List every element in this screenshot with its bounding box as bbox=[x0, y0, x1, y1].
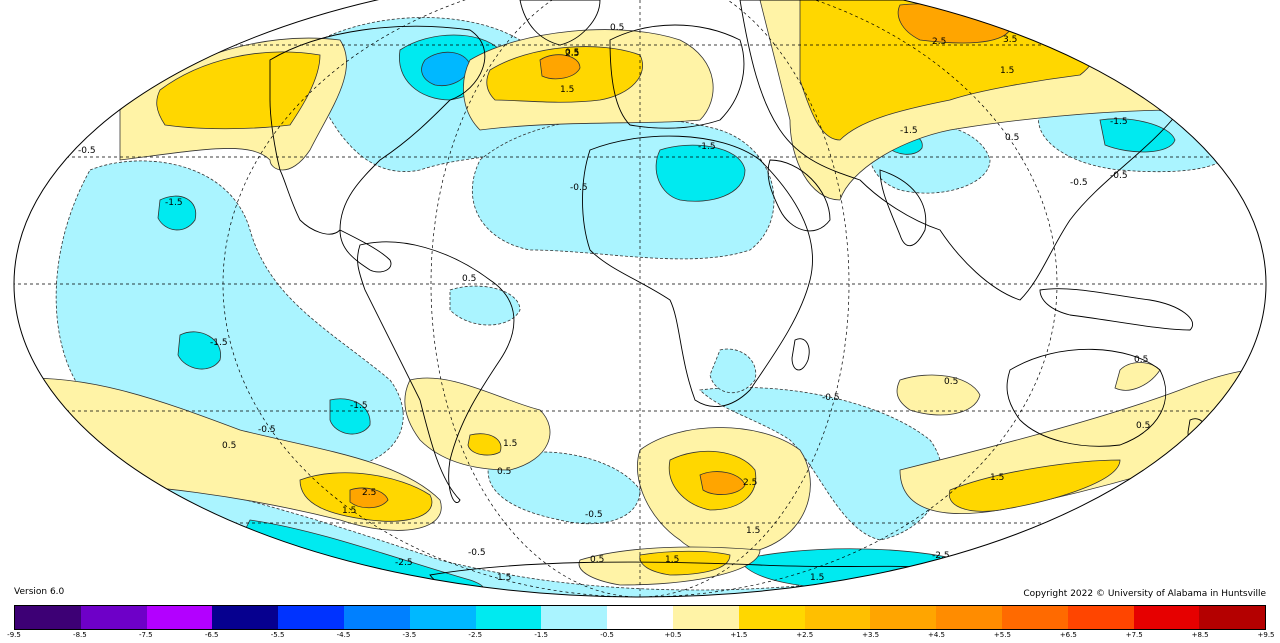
color-scale-tick-label: +1.5 bbox=[730, 631, 748, 639]
color-scale-cell bbox=[80, 606, 147, 629]
contour-label: -0.5 bbox=[78, 146, 96, 156]
graticule bbox=[14, 0, 1266, 597]
color-scale-tick-label: -5.5 bbox=[270, 631, 285, 639]
anomaly-map: 0.5 2.5 1.5 3.5 2.5 1.5 0.5 -0.5 -1.5 -1… bbox=[13, 0, 1267, 598]
color-scale-tick-label: -7.5 bbox=[138, 631, 153, 639]
color-scale-ticks: -9.5 -8.5 -7.5 -6.5 -5.5 -4.5 -3.5 -2.5 -1.5 -0.5… bbox=[7, 631, 1274, 643]
color-scale-cell bbox=[409, 606, 476, 629]
contour-label: -2.5 bbox=[395, 558, 413, 568]
color-scale-cell bbox=[15, 606, 81, 629]
contour-label: 3.5 bbox=[1003, 35, 1017, 45]
color-scale-cell bbox=[738, 606, 805, 629]
contour-label: 1.5 bbox=[560, 85, 574, 95]
central-america-outline bbox=[339, 229, 392, 273]
india-outline bbox=[879, 169, 927, 247]
color-scale-tick-label: +2.5 bbox=[796, 631, 814, 639]
color-scale-cell bbox=[146, 606, 213, 629]
color-scale-tick-label: +4.5 bbox=[928, 631, 946, 639]
south-america-outline bbox=[357, 241, 515, 503]
color-scale-cell bbox=[607, 606, 673, 629]
contour-label: -0.5 bbox=[822, 393, 840, 403]
contour-label: 0.5 bbox=[565, 48, 579, 58]
contour-label: 1.5 bbox=[497, 573, 511, 583]
color-scale-cell bbox=[1067, 606, 1134, 629]
europe-outline bbox=[609, 24, 745, 129]
contour-label: -1.5 bbox=[210, 338, 228, 348]
color-scale-cell bbox=[672, 606, 739, 629]
color-scale-tick-label: +9.5 bbox=[1257, 631, 1275, 639]
indonesia-outline bbox=[1039, 288, 1193, 331]
contour-label: -0.5 bbox=[1110, 171, 1128, 181]
contour-label: -0.5 bbox=[570, 183, 588, 193]
arabia-outline bbox=[767, 159, 831, 232]
color-scale-tick-label: -4.5 bbox=[336, 631, 351, 639]
color-scale-cell bbox=[804, 606, 871, 629]
contour-label: 0.5 bbox=[1136, 421, 1150, 431]
contour-label: 2.5 bbox=[362, 488, 376, 498]
strong-negative-regions bbox=[421, 51, 471, 87]
north-america-outline bbox=[269, 25, 486, 235]
color-scale-cell bbox=[475, 606, 542, 629]
color-scale-tick-label: -8.5 bbox=[73, 631, 87, 639]
contour-label: 1.5 bbox=[1000, 66, 1014, 76]
contour-label: -0.5 bbox=[468, 548, 486, 558]
contour-label: -2.5 bbox=[932, 551, 950, 561]
africa-outline bbox=[582, 135, 813, 407]
contour-label: 1.5 bbox=[665, 555, 679, 565]
color-scale-tick-label: -2.5 bbox=[468, 631, 483, 639]
color-scale-cell bbox=[278, 606, 344, 629]
contour-label: -0.5 bbox=[1070, 178, 1088, 188]
contour-label: -1.5 bbox=[900, 126, 918, 136]
contour-label: 0.5 bbox=[462, 274, 476, 284]
contour-label: -0.5 bbox=[585, 510, 603, 520]
color-scale-tick-label: +8.5 bbox=[1191, 631, 1209, 639]
color-scale-cell bbox=[1133, 606, 1200, 629]
contour-label: 1.5 bbox=[746, 526, 760, 536]
color-scale-cell bbox=[1199, 606, 1266, 629]
contour-label: 1.5 bbox=[503, 439, 517, 449]
contour-label: 1.5 bbox=[342, 506, 356, 516]
copyright-label: Copyright 2022 © University of Alabama i… bbox=[1023, 589, 1266, 599]
contour-label: 1.5 bbox=[990, 473, 1004, 483]
contour-label: -0.5 bbox=[258, 425, 276, 435]
color-scale-cell bbox=[212, 606, 279, 629]
version-label: Version 6.0 bbox=[14, 587, 65, 597]
color-scale-tick-label: -1.5 bbox=[534, 631, 548, 639]
contour-label: -1.5 bbox=[350, 401, 368, 411]
contour-label: 1.5 bbox=[810, 573, 824, 583]
contour-label: 2.5 bbox=[743, 478, 757, 488]
contour-label: 0.5 bbox=[944, 377, 958, 387]
color-scale-cell bbox=[343, 606, 410, 629]
color-scale-cell bbox=[870, 606, 937, 629]
contour-label: -1.5 bbox=[1110, 117, 1128, 127]
madagascar-outline bbox=[791, 338, 810, 371]
color-scale-tick-label: -9.5 bbox=[7, 631, 21, 639]
contour-label: 0.5 bbox=[1005, 133, 1019, 143]
contour-label: 2.5 bbox=[932, 37, 946, 47]
color-scale-tick-label: +6.5 bbox=[1059, 631, 1077, 639]
color-scale-cell bbox=[1001, 606, 1068, 629]
color-scale-tick-label: +7.5 bbox=[1125, 631, 1143, 639]
contour-label: -1.5 bbox=[698, 142, 716, 152]
color-scale-tick-label: -3.5 bbox=[402, 631, 417, 639]
color-scale-tick-label: +3.5 bbox=[862, 631, 880, 639]
color-scale-tick-label: -6.5 bbox=[204, 631, 219, 639]
contour-label: 0.5 bbox=[497, 467, 511, 477]
color-scale-tick-label: +5.5 bbox=[993, 631, 1011, 639]
contour-labels: 0.5 2.5 1.5 3.5 2.5 1.5 0.5 -0.5 -1.5 -1… bbox=[78, 23, 1150, 583]
color-scale-tick-label: +0.5 bbox=[664, 631, 682, 639]
contour-label: 0.5 bbox=[590, 555, 604, 565]
globe-outline bbox=[13, 0, 1267, 598]
contour-label: 0.5 bbox=[610, 23, 624, 33]
color-scale-cell bbox=[541, 606, 608, 629]
contour-label: 2.5 bbox=[565, 49, 579, 59]
color-scale-tick-label: -0.5 bbox=[600, 631, 614, 639]
color-scale-cell bbox=[936, 606, 1002, 629]
color-scale-bar bbox=[14, 605, 1266, 630]
contour-label: 0.5 bbox=[1134, 355, 1148, 365]
contour-label: 0.5 bbox=[222, 441, 236, 451]
contour-label: -1.5 bbox=[165, 198, 183, 208]
